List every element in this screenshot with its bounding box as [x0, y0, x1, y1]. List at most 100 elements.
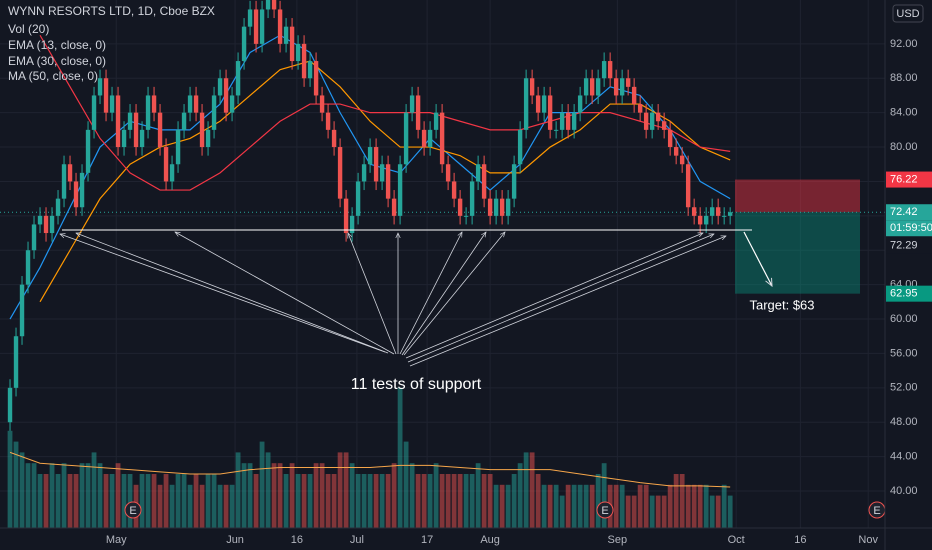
candle-body — [493, 198, 499, 216]
volume-bar — [187, 484, 193, 528]
volume-bar — [613, 484, 619, 528]
arrow — [175, 232, 395, 355]
candle-body — [181, 112, 187, 130]
indicator-line — [39, 60, 731, 303]
volume-bar — [193, 474, 199, 528]
candle-body — [709, 207, 715, 216]
volume-bar — [469, 474, 475, 528]
candles — [7, 0, 733, 431]
candle-body — [619, 78, 625, 96]
volume-bar — [31, 463, 37, 528]
volume-bar — [271, 463, 277, 528]
volume-bar — [427, 474, 433, 528]
arrow — [409, 236, 726, 367]
volume-bar — [115, 463, 121, 528]
candle-body — [79, 172, 85, 208]
volume-bar — [439, 474, 445, 528]
volume-bar — [565, 484, 571, 528]
candle-body — [391, 198, 397, 216]
candle-body — [469, 181, 475, 216]
volume-bar — [163, 474, 169, 528]
candle-body — [505, 198, 511, 216]
volume-bar — [61, 463, 67, 528]
volume-bar — [355, 474, 361, 528]
arrow — [399, 232, 462, 355]
y-tick-label: 48.00 — [890, 416, 918, 428]
volume-pane — [7, 387, 733, 528]
volume-bar — [583, 484, 589, 528]
volume-bar — [727, 495, 733, 528]
volume-bar — [331, 474, 337, 528]
candle-body — [43, 215, 49, 234]
candle-body — [703, 215, 709, 225]
candle-body — [55, 198, 61, 216]
candle-body — [607, 61, 613, 79]
candle-body — [175, 129, 181, 165]
volume-bar — [211, 474, 217, 528]
candle-body — [13, 336, 19, 388]
volume-bar — [487, 474, 493, 528]
candle-body — [211, 95, 217, 130]
volume-bar — [457, 474, 463, 528]
countdown-label-bg — [886, 220, 932, 237]
volume-bar — [277, 463, 283, 528]
candle-body — [259, 9, 265, 44]
candle-body — [163, 147, 169, 182]
volume-bar — [19, 452, 25, 528]
volume-bar — [337, 452, 343, 528]
candle-body — [481, 164, 487, 199]
arrow — [403, 232, 505, 356]
candle-body — [277, 9, 283, 44]
candle-body — [631, 86, 637, 105]
candle-body — [313, 61, 319, 96]
last-price-label: 72.42 — [890, 206, 918, 218]
y-tick-label: 92.00 — [890, 38, 918, 50]
legend-entry: MA (50, close, 0) — [8, 69, 98, 83]
volume-bar — [37, 474, 43, 528]
candle-body — [295, 43, 301, 62]
candle-body — [265, 0, 271, 10]
volume-bar — [415, 474, 421, 528]
candle-body — [229, 95, 235, 113]
candle-body — [649, 112, 655, 130]
volume-bar — [265, 452, 271, 528]
currency-box[interactable] — [892, 4, 924, 23]
candle-body — [499, 198, 505, 216]
volume-bar — [625, 495, 631, 528]
y-tick-label: 80.00 — [890, 141, 918, 153]
candle-body — [583, 78, 589, 96]
candle-body — [349, 215, 355, 234]
y-tick-label: 84.00 — [890, 107, 918, 119]
candle-body — [661, 121, 667, 130]
volume-bar — [325, 474, 331, 528]
candle-body — [151, 95, 157, 113]
candle-body — [127, 112, 133, 130]
candle-body — [187, 95, 193, 113]
volume-bar — [559, 495, 565, 528]
earnings-label: E — [129, 505, 136, 517]
volume-bar — [649, 495, 655, 528]
earnings-icon[interactable] — [124, 501, 142, 519]
stop-zone — [735, 179, 860, 213]
volume-bar — [481, 474, 487, 528]
volume-bar — [79, 463, 85, 528]
legend-entry: Vol (20) — [8, 22, 49, 36]
candle-body — [475, 164, 481, 182]
candle-body — [457, 198, 463, 216]
candle-body — [637, 104, 643, 113]
volume-bar — [247, 463, 253, 528]
candle-body — [157, 112, 163, 148]
last-price-label-bg — [886, 204, 932, 221]
volume-bar — [301, 474, 307, 528]
arrow — [76, 233, 389, 354]
earnings-icon[interactable] — [596, 501, 614, 519]
arrow — [401, 232, 486, 356]
volume-bar — [259, 441, 265, 528]
volume-bar — [205, 474, 211, 528]
volume-bar — [367, 474, 373, 528]
x-tick-label: Jul — [350, 534, 364, 546]
target-zone — [735, 212, 860, 294]
arrow — [348, 233, 397, 355]
candle-body — [133, 112, 139, 148]
volume-bar — [169, 484, 175, 528]
